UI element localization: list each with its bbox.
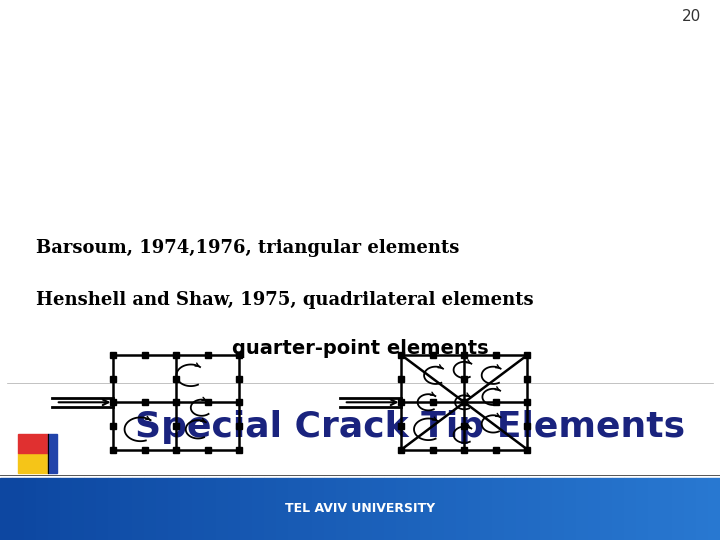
Bar — [12, 478, 24, 540]
Bar — [192, 478, 204, 540]
Bar — [216, 478, 228, 540]
Bar — [156, 478, 168, 540]
Bar — [300, 478, 312, 540]
Bar — [348, 478, 360, 540]
Bar — [552, 478, 564, 540]
Bar — [600, 478, 612, 540]
Bar — [108, 478, 120, 540]
Bar — [624, 478, 636, 540]
Bar — [396, 478, 408, 540]
Bar — [360, 478, 372, 540]
Bar — [0, 478, 12, 540]
Bar — [168, 478, 180, 540]
Bar — [588, 478, 600, 540]
Bar — [444, 478, 456, 540]
Text: Barsoum, 1974,1976, triangular elements: Barsoum, 1974,1976, triangular elements — [36, 239, 459, 258]
Bar — [420, 478, 432, 540]
Bar — [324, 478, 336, 540]
Bar — [312, 478, 324, 540]
Bar — [24, 478, 36, 540]
Bar — [18, 453, 48, 472]
Bar — [132, 478, 144, 540]
Bar — [648, 478, 660, 540]
Bar — [36, 478, 48, 540]
Bar — [636, 478, 648, 540]
Text: TEL AVIV UNIVERSITY: TEL AVIV UNIVERSITY — [285, 502, 435, 516]
Bar — [564, 478, 576, 540]
Bar — [252, 478, 264, 540]
Bar — [84, 478, 96, 540]
Bar — [456, 478, 468, 540]
Bar — [504, 478, 516, 540]
Bar — [180, 478, 192, 540]
Bar — [708, 478, 720, 540]
Bar — [144, 478, 156, 540]
Bar — [264, 478, 276, 540]
Bar — [18, 434, 48, 453]
Bar — [372, 478, 384, 540]
Bar — [288, 478, 300, 540]
Bar — [48, 478, 60, 540]
Bar — [612, 478, 624, 540]
Bar — [204, 478, 216, 540]
Bar — [72, 478, 84, 540]
Bar — [492, 478, 504, 540]
Bar — [480, 478, 492, 540]
Bar — [48, 434, 57, 472]
Bar — [336, 478, 348, 540]
Bar — [384, 478, 396, 540]
Bar — [672, 478, 684, 540]
Bar — [240, 478, 252, 540]
Text: Henshell and Shaw, 1975, quadrilateral elements: Henshell and Shaw, 1975, quadrilateral e… — [36, 291, 534, 309]
Bar — [696, 478, 708, 540]
Bar — [432, 478, 444, 540]
Bar — [120, 478, 132, 540]
Bar — [60, 478, 72, 540]
Bar — [576, 478, 588, 540]
Bar — [540, 478, 552, 540]
Bar — [660, 478, 672, 540]
Text: Special Crack Tip Elements: Special Crack Tip Elements — [135, 410, 685, 443]
Bar — [468, 478, 480, 540]
Bar — [96, 478, 108, 540]
Bar — [684, 478, 696, 540]
Bar — [408, 478, 420, 540]
Bar — [228, 478, 240, 540]
Text: quarter-point elements: quarter-point elements — [232, 339, 488, 358]
Text: 20: 20 — [682, 9, 701, 24]
Bar — [528, 478, 540, 540]
Bar — [276, 478, 288, 540]
Bar — [516, 478, 528, 540]
